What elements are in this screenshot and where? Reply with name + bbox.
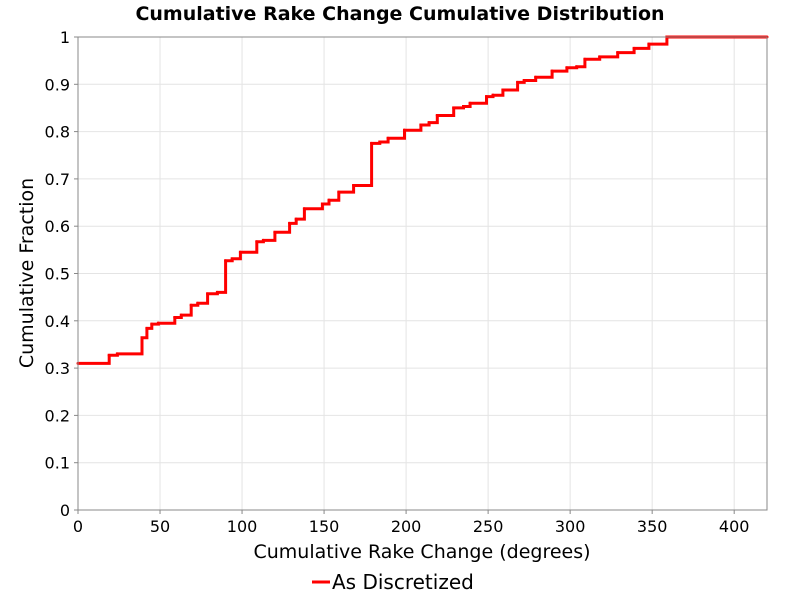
x-tick-label: 400: [719, 517, 750, 536]
y-tick-label: 0.8: [45, 123, 70, 142]
data-point: [173, 315, 177, 319]
x-axis-ticks: 0 50 100 150 200 250 300 350 400: [73, 510, 750, 536]
data-point: [206, 292, 210, 296]
data-point: [261, 238, 265, 242]
data-point: [327, 198, 331, 202]
data-point: [320, 202, 324, 206]
data-point: [484, 95, 488, 99]
x-tick-label: 0: [73, 517, 83, 536]
data-point: [337, 190, 341, 194]
data-point: [534, 75, 538, 79]
x-tick-label: 200: [391, 517, 422, 536]
data-point: [402, 128, 406, 132]
data-point: [491, 93, 495, 97]
y-tick-label: 0.2: [45, 406, 70, 425]
data-point: [215, 290, 219, 294]
data-point: [550, 69, 554, 73]
legend: As Discretized: [312, 570, 474, 594]
data-point: [107, 353, 111, 357]
data-point: [150, 322, 154, 326]
chart-title: Cumulative Rake Change Cumulative Distri…: [135, 3, 664, 25]
data-point: [238, 250, 242, 254]
x-tick-label: 300: [555, 517, 586, 536]
data-point: [273, 230, 277, 234]
data-point: [288, 221, 292, 225]
x-axis-label: Cumulative Rake Change (degrees): [253, 541, 590, 563]
x-tick-label: 100: [227, 517, 258, 536]
y-tick-label: 0.7: [45, 170, 70, 189]
data-point: [255, 240, 259, 244]
data-point: [427, 121, 431, 125]
data-point: [575, 65, 579, 69]
data-point: [189, 303, 193, 307]
data-point: [115, 352, 119, 356]
y-tick-label: 0.3: [45, 359, 70, 378]
data-point: [462, 105, 466, 109]
data-point: [302, 207, 306, 211]
series-layer: [76, 35, 769, 365]
y-tick-label: 0: [60, 501, 70, 520]
data-point: [386, 136, 390, 140]
legend-label-as-discretized: As Discretized: [332, 570, 474, 594]
y-tick-label: 0.6: [45, 217, 70, 236]
data-point: [565, 66, 569, 70]
y-tick-label: 1: [60, 28, 70, 47]
data-point: [140, 336, 144, 340]
data-point: [522, 79, 526, 83]
data-point: [616, 51, 620, 55]
series-line-as-discretized: [78, 35, 767, 365]
data-point: [179, 313, 183, 317]
x-tick-label: 350: [637, 517, 668, 536]
data-point: [452, 106, 456, 110]
data-point: [435, 114, 439, 118]
data-point: [516, 80, 520, 84]
data-point: [352, 184, 356, 188]
data-point: [145, 326, 149, 330]
data-point: [378, 140, 382, 144]
x-tick-label: 250: [473, 517, 504, 536]
data-point: [598, 55, 602, 59]
x-tick-label: 150: [309, 517, 340, 536]
y-tick-label: 0.1: [45, 454, 70, 473]
data-point: [294, 217, 298, 221]
data-point: [419, 123, 423, 127]
data-point: [370, 141, 374, 145]
y-tick-label: 0.5: [45, 265, 70, 284]
data-point: [647, 42, 651, 46]
data-point: [224, 259, 228, 263]
data-point: [196, 301, 200, 305]
data-point: [583, 57, 587, 61]
data-point: [468, 101, 472, 105]
y-axis-label: Cumulative Fraction: [16, 178, 38, 368]
x-tick-label: 50: [150, 517, 170, 536]
data-point: [156, 321, 160, 325]
data-point: [501, 88, 505, 92]
data-point: [632, 46, 636, 50]
data-point: [230, 257, 234, 261]
y-tick-label: 0.9: [45, 75, 70, 94]
y-tick-label: 0.4: [45, 312, 70, 331]
y-axis-ticks: 0 0.1 0.2 0.3 0.4 0.5 0.6 0.7 0.8 0.9 1: [45, 28, 78, 520]
